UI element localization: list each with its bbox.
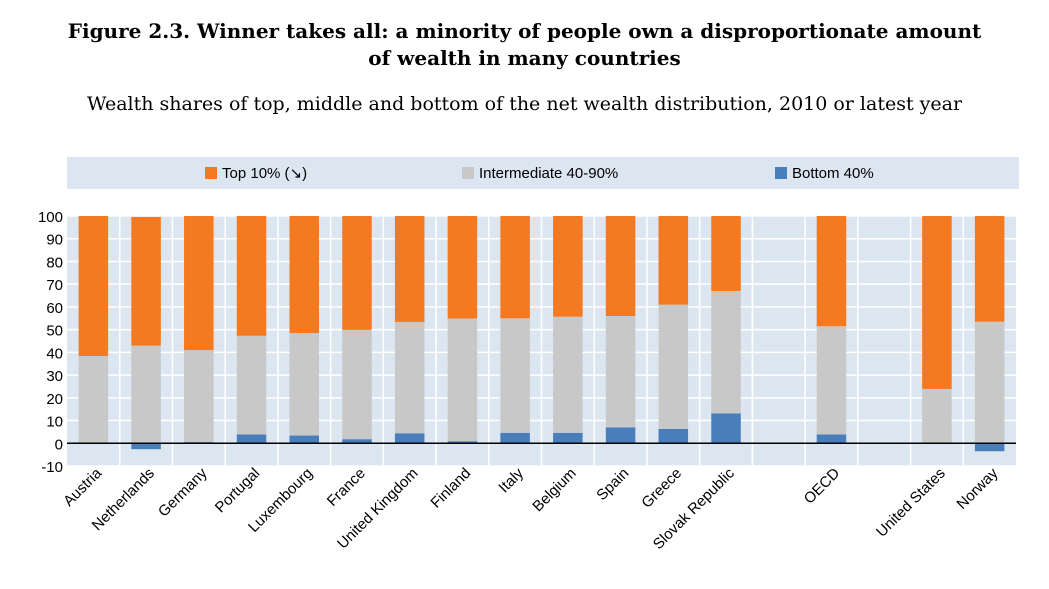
legend-background <box>67 157 1019 189</box>
bar-italy-bottom-40 <box>500 432 530 444</box>
bar-united-kingdom-top-10 <box>394 216 425 322</box>
legend-swatch-bottom-40 <box>775 167 787 179</box>
legend-swatch-top-10 <box>205 167 217 179</box>
x-tick-label-germany: Germany <box>155 464 211 520</box>
x-tick-label-oecd: OECD <box>801 465 844 508</box>
bar-oecd-intermediate-40-90 <box>816 326 847 435</box>
legend-label-intermediate-40-90: Intermediate 40-90% <box>479 165 618 182</box>
chart-title-line-2: of wealth in many countries <box>368 46 681 70</box>
x-tick-label-finland: Finland <box>427 465 474 512</box>
x-tick-label-belgium: Belgium <box>529 465 579 515</box>
x-tick-label-norway: Norway <box>953 464 1001 512</box>
y-tick-label-40: 40 <box>46 345 63 362</box>
bar-spain-intermediate-40-90 <box>605 316 636 428</box>
bar-belgium-bottom-40 <box>553 432 583 444</box>
bar-belgium-intermediate-40-90 <box>553 316 583 433</box>
x-tick-label-spain: Spain <box>593 465 632 504</box>
bar-austria-top-10 <box>78 216 109 356</box>
x-tick-label-france: France <box>324 465 369 510</box>
legend-label-top-10: Top 10% (↘) <box>222 165 307 182</box>
bar-greece-top-10 <box>658 216 689 305</box>
x-tick-label-greece: Greece <box>638 465 685 512</box>
bar-spain-top-10 <box>605 216 636 316</box>
bar-norway-top-10 <box>974 216 1005 322</box>
chart-title-line-1: Figure 2.3. Winner takes all: a minority… <box>67 19 982 43</box>
bar-norway-bottom-40 <box>974 443 1005 452</box>
y-tick-label-10: 10 <box>46 414 63 431</box>
bar-greece-bottom-40 <box>658 428 689 444</box>
y-tick-label-70: 70 <box>46 277 63 294</box>
bar-greece-intermediate-40-90 <box>658 304 689 429</box>
y-tick-label-100: 100 <box>38 209 63 226</box>
bar-finland-top-10 <box>447 216 478 319</box>
bar-netherlands-intermediate-40-90 <box>131 345 161 444</box>
bar-luxembourg-intermediate-40-90 <box>289 333 320 436</box>
bar-italy-intermediate-40-90 <box>500 318 530 433</box>
bar-italy-top-10 <box>500 216 530 319</box>
bar-slovak-republic-bottom-40 <box>711 413 741 444</box>
bar-portugal-intermediate-40-90 <box>236 335 267 435</box>
bar-germany-intermediate-40-90 <box>184 350 214 443</box>
x-tick-label-italy: Italy <box>495 464 527 496</box>
bar-luxembourg-top-10 <box>289 216 320 334</box>
bar-spain-bottom-40 <box>605 427 636 444</box>
bar-netherlands-bottom-40 <box>131 443 161 450</box>
plot-area: -100102030405060708090100AustriaNetherla… <box>38 209 1016 553</box>
bar-united-states-intermediate-40-90 <box>922 388 952 444</box>
bar-france-top-10 <box>342 216 372 330</box>
bar-netherlands-top-10 <box>131 216 161 346</box>
bar-belgium-top-10 <box>553 216 583 317</box>
x-tick-label-united-states: United States <box>873 465 949 541</box>
bar-france-bottom-40 <box>342 439 372 444</box>
bar-slovak-republic-top-10 <box>711 216 741 291</box>
y-tick-label-20: 20 <box>46 391 63 408</box>
bar-france-intermediate-40-90 <box>342 329 372 440</box>
bar-portugal-top-10 <box>236 216 267 336</box>
y-tick-label-80: 80 <box>46 254 63 271</box>
y-tick-label-0: 0 <box>55 436 63 453</box>
bar-united-kingdom-bottom-40 <box>394 433 425 444</box>
y-tick-label-60: 60 <box>46 300 63 317</box>
x-tick-label-austria: Austria <box>60 464 105 509</box>
bar-norway-intermediate-40-90 <box>974 321 1005 444</box>
bar-finland-bottom-40 <box>447 441 478 444</box>
bar-finland-intermediate-40-90 <box>447 318 478 442</box>
bar-luxembourg-bottom-40 <box>289 435 320 444</box>
chart-subtitle: Wealth shares of top, middle and bottom … <box>86 93 963 115</box>
bar-oecd-bottom-40 <box>816 434 847 444</box>
bar-austria-intermediate-40-90 <box>78 356 109 444</box>
legend-swatch-intermediate-40-90 <box>462 167 474 179</box>
y-tick-label-90: 90 <box>46 232 63 249</box>
legend-label-bottom-40: Bottom 40% <box>792 165 874 182</box>
y-tick-label-30: 30 <box>46 368 63 385</box>
chart-title: Figure 2.3. Winner takes all: a minority… <box>0 18 1049 72</box>
y-tick-label-10: -10 <box>41 459 63 476</box>
bar-oecd-top-10 <box>816 216 847 327</box>
bar-germany-top-10 <box>184 216 214 351</box>
y-tick-label-50: 50 <box>46 323 63 340</box>
bar-united-states-top-10 <box>922 216 952 389</box>
bar-slovak-republic-intermediate-40-90 <box>711 291 741 414</box>
legend: Top 10% (↘) Intermediate 40-90% Bottom 40% <box>205 165 874 182</box>
x-tick-label-portugal: Portugal <box>212 465 264 517</box>
bar-united-kingdom-intermediate-40-90 <box>394 321 425 434</box>
bar-portugal-bottom-40 <box>236 434 267 444</box>
